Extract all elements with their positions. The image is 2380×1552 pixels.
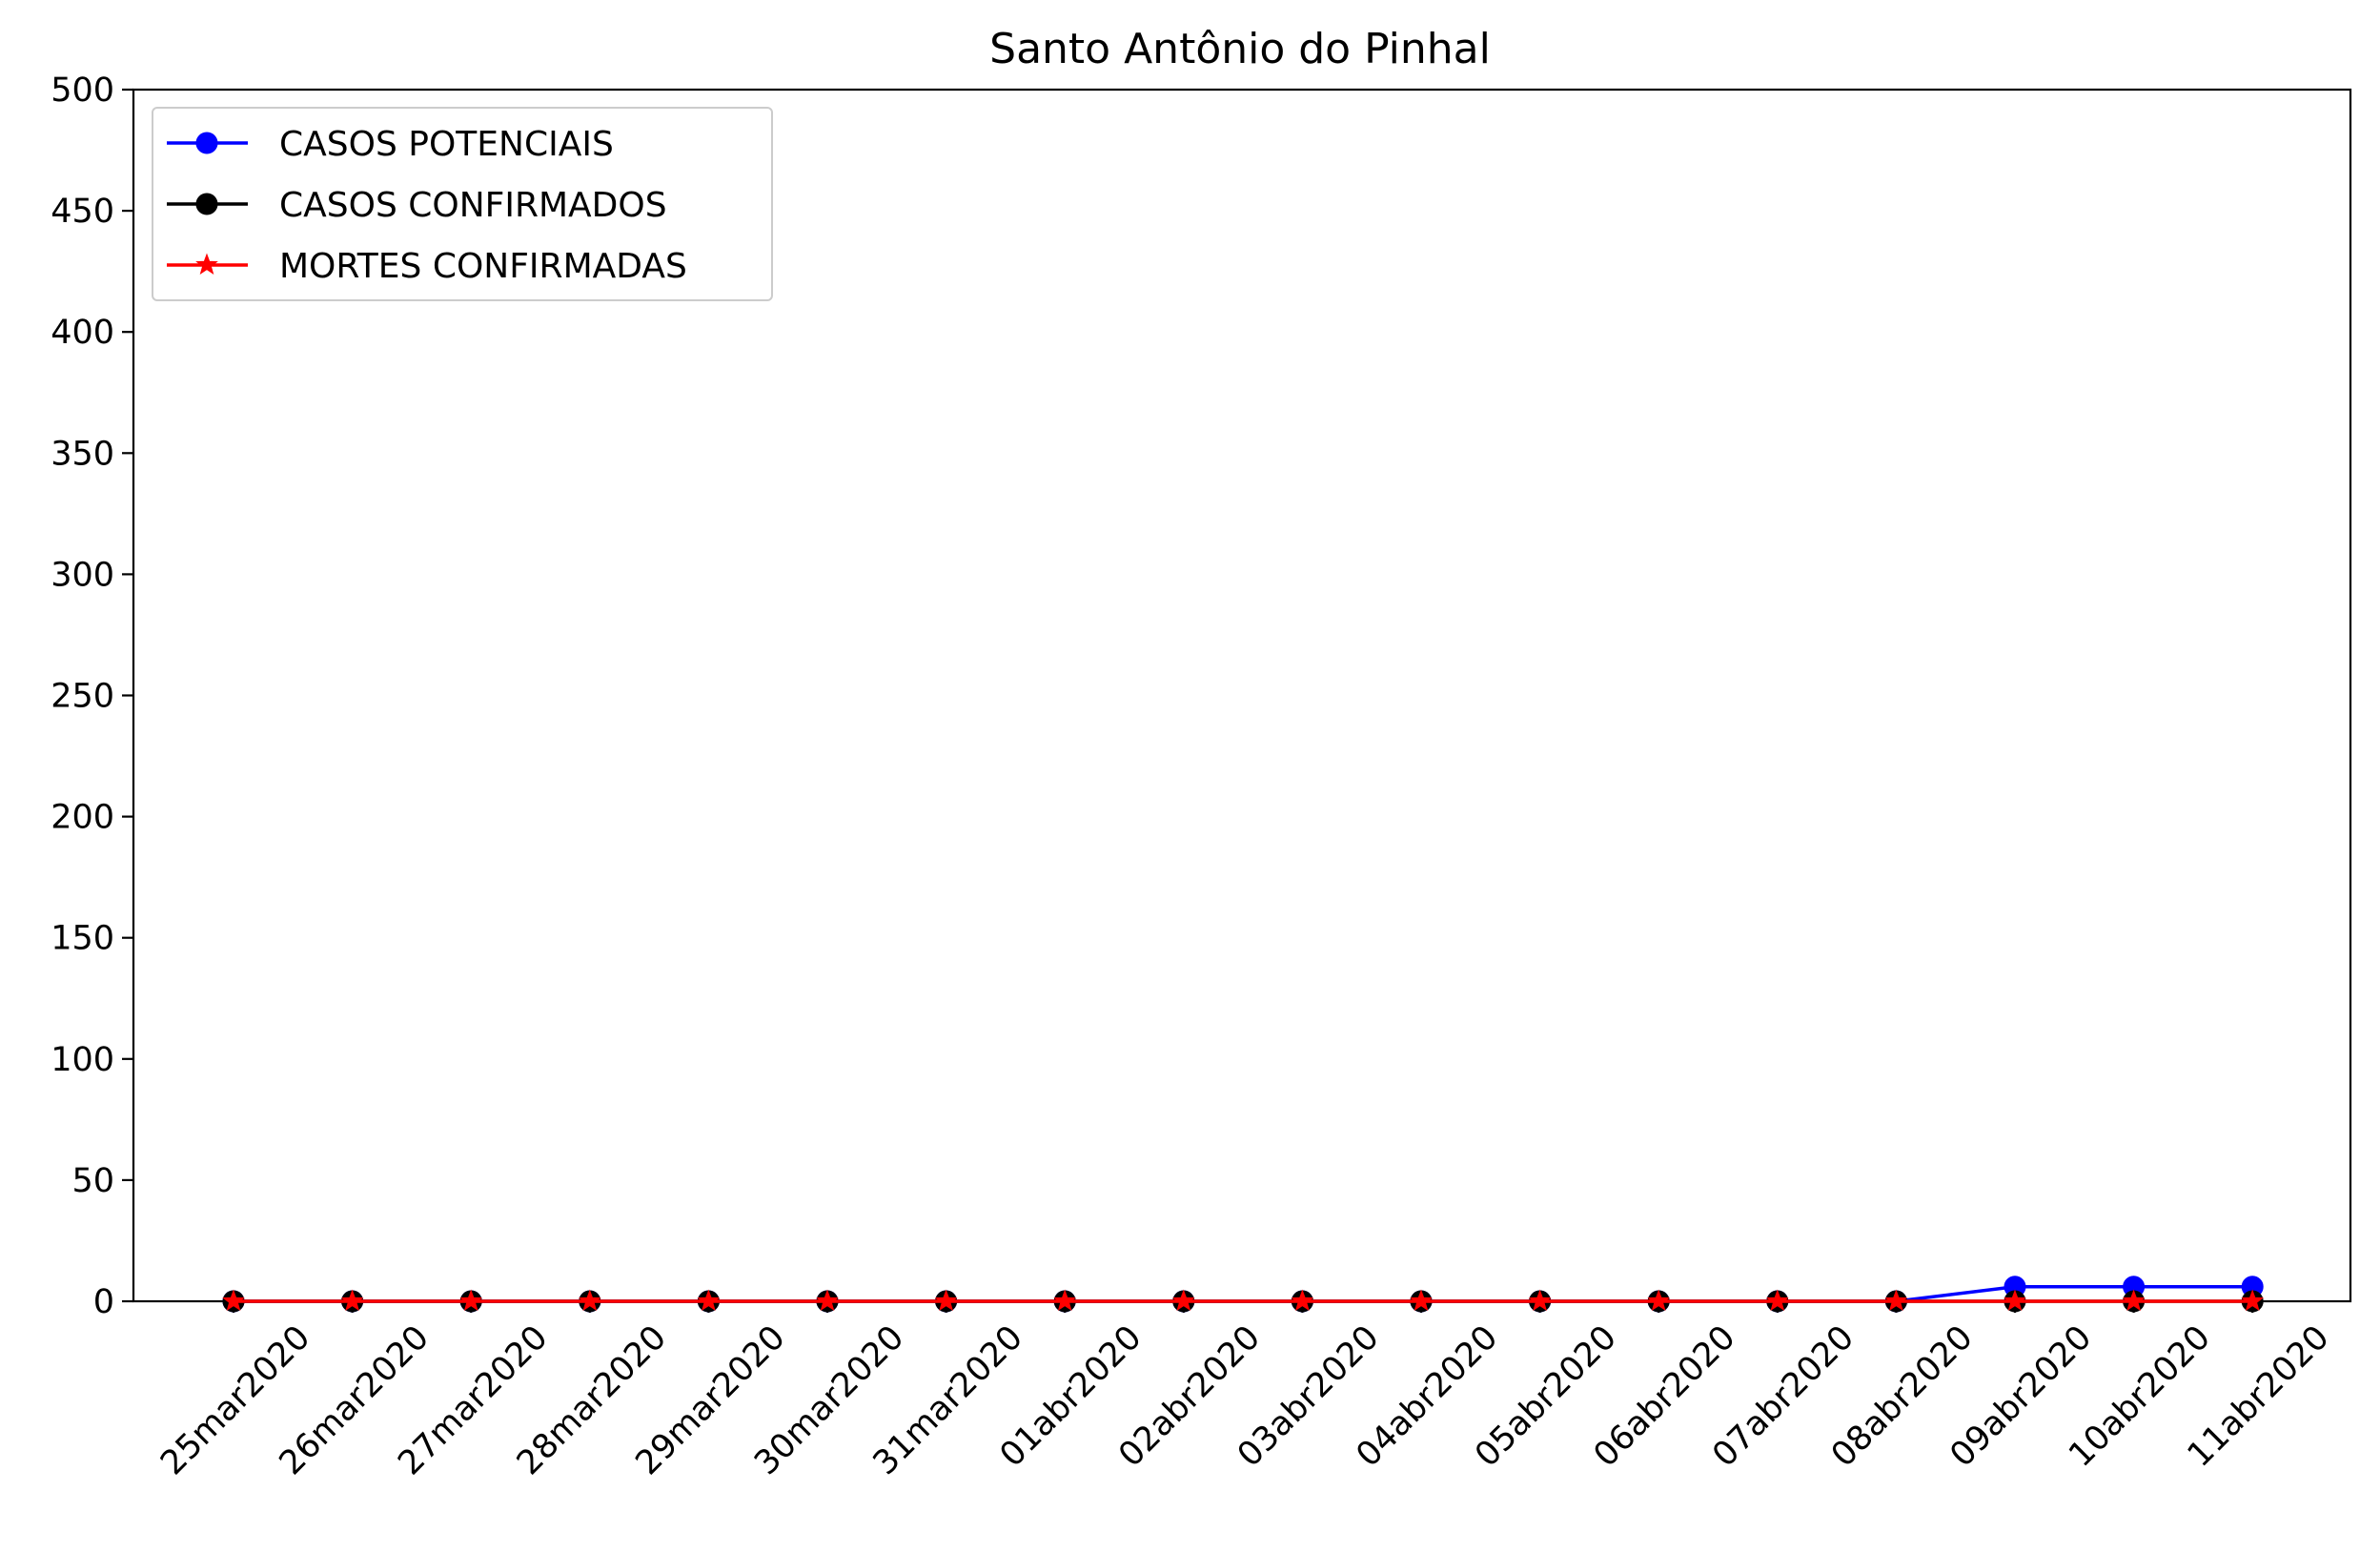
- data-point: [1528, 1289, 1552, 1312]
- y-tick-label: 450: [51, 193, 114, 231]
- y-tick-label: 350: [51, 435, 114, 473]
- legend-label: MORTES CONFIRMADAS: [279, 247, 687, 286]
- data-point: [816, 1289, 839, 1312]
- chart-title: Santo Antônio do Pinhal: [989, 25, 1491, 73]
- legend: CASOS POTENCIAIS CASOS CONFIRMADOS MORTES …: [152, 107, 773, 301]
- data-point: [1884, 1289, 1908, 1312]
- data-point: [697, 1289, 721, 1312]
- data-point: [1291, 1289, 1314, 1312]
- data-point: [934, 1289, 958, 1312]
- data-point: [340, 1289, 364, 1312]
- legend-box: [152, 107, 773, 301]
- legend-label: CASOS POTENCIAIS: [279, 125, 614, 164]
- data-point: [1171, 1289, 1195, 1312]
- data-point: [578, 1289, 601, 1312]
- data-point: [1410, 1289, 1433, 1312]
- y-tick-label: 0: [93, 1283, 114, 1321]
- data-point: [1053, 1289, 1077, 1312]
- legend-label: CASOS CONFIRMADOS: [279, 186, 667, 225]
- legend-marker: [195, 132, 218, 154]
- series-0: [222, 1276, 2264, 1313]
- data-point: [1765, 1289, 1789, 1312]
- series-line: [234, 1285, 2253, 1303]
- legend-marker: [195, 193, 218, 215]
- series-2: [222, 1289, 2265, 1312]
- y-tick-label: 100: [51, 1041, 114, 1079]
- data-point: [1647, 1289, 1671, 1312]
- data-point: [459, 1289, 483, 1312]
- y-tick-label: 200: [51, 799, 114, 837]
- y-tick-label: 150: [51, 920, 114, 958]
- data-point: [2004, 1289, 2026, 1312]
- y-tick-label: 300: [51, 556, 114, 594]
- legend-marker: [195, 253, 218, 276]
- data-point: [2122, 1289, 2146, 1312]
- y-tick-label: 250: [51, 678, 114, 716]
- y-tick-label: 50: [71, 1162, 114, 1200]
- data-point: [222, 1289, 245, 1312]
- series-layer: [222, 1276, 2265, 1313]
- y-tick-label: 500: [51, 71, 114, 110]
- y-tick-label: 400: [51, 314, 114, 352]
- data-point: [2241, 1289, 2265, 1312]
